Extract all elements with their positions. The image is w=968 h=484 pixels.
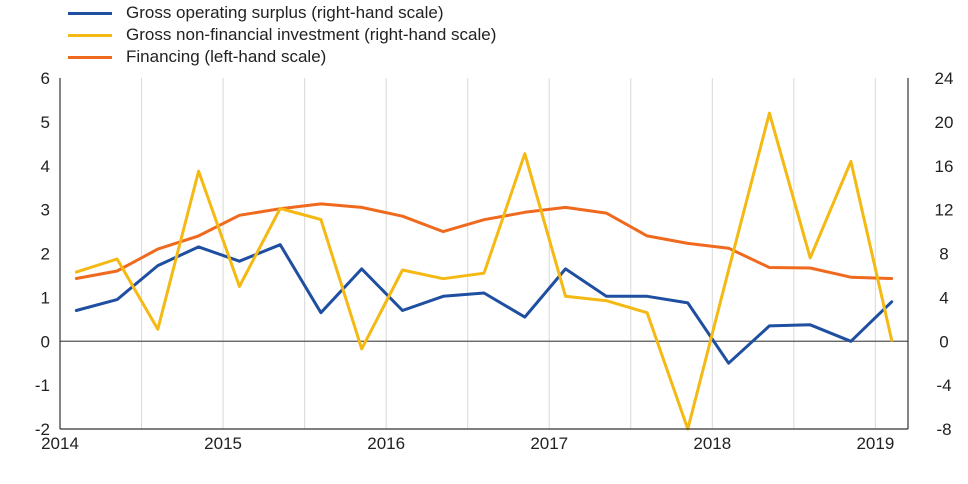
left-tick-label: 6 xyxy=(41,69,50,88)
right-tick-label: 16 xyxy=(935,157,954,176)
legend-label: Gross non-financial investment (right-ha… xyxy=(126,25,497,44)
series-line-gross-operating-surplus xyxy=(74,243,894,365)
axes xyxy=(59,78,909,430)
x-tick-label: 2015 xyxy=(204,434,242,453)
legend-swatch-gross-operating-surplus xyxy=(68,11,112,15)
left-tick-label: -1 xyxy=(35,376,50,395)
legend-label: Financing (left-hand scale) xyxy=(126,47,327,66)
right-tick-label: -4 xyxy=(936,376,951,395)
series-line-financing xyxy=(74,202,894,280)
right-tick-label: 8 xyxy=(939,245,948,264)
vertical-gridlines xyxy=(141,78,876,429)
left-tick-label: 5 xyxy=(41,113,50,132)
right-tick-label: 20 xyxy=(935,113,954,132)
legend-swatch-gross-non-financial-investment xyxy=(68,33,112,37)
series-lines xyxy=(74,111,894,431)
left-tick-label: -2 xyxy=(35,420,50,439)
x-tick-label: 2019 xyxy=(856,434,894,453)
right-tick-label: 4 xyxy=(939,288,948,307)
x-tick-label: 2017 xyxy=(530,434,568,453)
right-axis-ticks: -8 -4 0 4 8 12 16 20 24 xyxy=(935,69,954,439)
right-tick-label: -8 xyxy=(936,420,951,439)
x-axis-ticks: 2014 2015 2016 2017 2018 2019 xyxy=(41,434,894,453)
left-tick-label: 0 xyxy=(41,332,50,351)
legend-item-gross-non-financial-investment: Gross non-financial investment (right-ha… xyxy=(68,24,496,46)
legend-label: Gross operating surplus (right-hand scal… xyxy=(126,3,444,22)
x-tick-label: 2018 xyxy=(693,434,731,453)
legend: Gross operating surplus (right-hand scal… xyxy=(68,2,496,68)
right-tick-label: 12 xyxy=(935,201,954,220)
left-tick-label: 3 xyxy=(41,201,50,220)
legend-item-gross-operating-surplus: Gross operating surplus (right-hand scal… xyxy=(68,2,496,24)
left-tick-label: 4 xyxy=(41,157,50,176)
right-tick-label: 0 xyxy=(939,332,948,351)
x-tick-label: 2014 xyxy=(41,434,79,453)
legend-swatch-financing xyxy=(68,55,112,59)
left-axis-ticks: -2 -1 0 1 2 3 4 5 6 xyxy=(35,69,50,439)
legend-item-financing: Financing (left-hand scale) xyxy=(68,46,496,68)
left-tick-label: 2 xyxy=(41,245,50,264)
x-tick-label: 2016 xyxy=(367,434,405,453)
right-tick-label: 24 xyxy=(935,69,954,88)
series-line-gross-non-financial-investment xyxy=(74,111,894,431)
left-tick-label: 1 xyxy=(41,288,50,307)
